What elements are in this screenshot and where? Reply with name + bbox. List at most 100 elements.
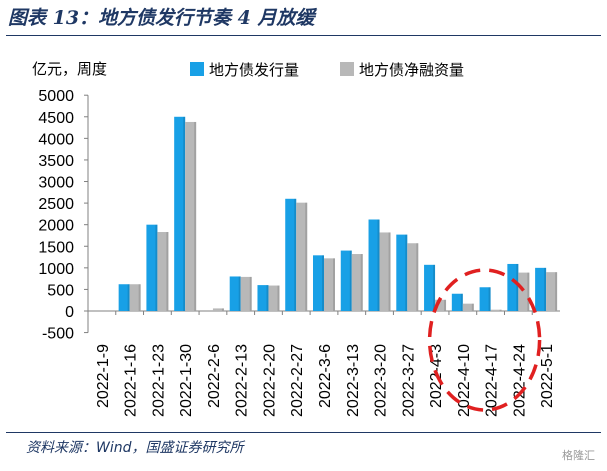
bar-net-financing-shade [194, 121, 197, 311]
bar-net-financing-shade [471, 303, 474, 311]
annotation-ellipse [427, 268, 542, 412]
x-tick-label: 2022-1-30 [178, 344, 195, 417]
x-tick-label: 2022-4-17 [484, 344, 501, 417]
bar-net-financing [518, 272, 530, 311]
y-tick-label: 2500 [38, 196, 74, 213]
bar-issuance [146, 224, 158, 311]
y-tick-label: 4500 [38, 110, 74, 127]
bar-net-financing-shade [499, 309, 502, 311]
bar-net-financing [268, 285, 280, 311]
bar-issuance [479, 287, 491, 311]
bar-net-financing-shade [305, 202, 308, 311]
x-tick-label: 2022-1-9 [95, 344, 112, 408]
bar-net-financing-shade [388, 232, 391, 311]
bar-chart: -500 0 500 1000 1500 2000 2500 3000 3500 4000 4500… [32, 60, 560, 417]
bar-issuance-shade [377, 219, 380, 311]
bar-net-financing [490, 309, 502, 311]
page-title: 图表 13：地方债发行节奏 4 月放缓 [8, 7, 315, 29]
x-tick-label: 2022-5-1 [539, 344, 556, 408]
bar-net-financing [379, 232, 391, 311]
y-tick-label: 5000 [38, 88, 74, 105]
bar-net-financing [129, 284, 141, 311]
bar-issuance-shade [460, 293, 463, 311]
bar-net-financing [351, 254, 363, 311]
x-tick-label: 2022-1-23 [150, 344, 167, 417]
x-tick-label: 2022-4-10 [456, 344, 473, 417]
bar-net-financing-shade [249, 276, 252, 311]
bar-net-financing-shade [221, 308, 224, 311]
x-tick-label: 2022-3-27 [400, 344, 417, 417]
y-unit-label: 亿元，周度 [32, 60, 107, 78]
x-tick-label: 2022-2-27 [289, 344, 306, 417]
bar-issuance [507, 263, 519, 311]
bar-issuance-shade [405, 234, 408, 311]
bar-issuance-shade [127, 284, 130, 311]
bar-net-financing-shade [360, 254, 363, 311]
bar-net-financing-shade [416, 243, 419, 311]
bar-issuance [535, 267, 547, 311]
bar-net-financing-shade [444, 299, 447, 311]
bar-net-financing-shade [555, 272, 558, 311]
bar-issuance [174, 116, 186, 311]
bar-net-financing [157, 232, 169, 311]
source-divider [6, 432, 601, 433]
bar-issuance-shade [433, 264, 436, 311]
bar-net-financing [324, 258, 335, 311]
bar-issuance-shade [155, 224, 158, 311]
bar-issuance [451, 293, 463, 311]
bar-net-financing [240, 276, 252, 311]
source-note: 资料来源：Wind，国盛证券研究所 [26, 440, 244, 456]
x-tick-label: 2022-2-6 [206, 344, 223, 408]
bar-net-financing [462, 303, 474, 311]
bar-issuance [285, 198, 297, 311]
bar-issuance-shade [238, 276, 241, 311]
bar-net-financing [435, 299, 447, 311]
bar-net-financing-shade [166, 232, 169, 311]
bar-issuance-shade [183, 116, 186, 311]
y-tick-label: 500 [47, 282, 74, 299]
bar-issuance-shade [294, 198, 297, 311]
bar-net-financing [407, 243, 419, 311]
bar-issuance [424, 264, 436, 311]
bar-issuance [396, 234, 408, 311]
watermark-logo: 格隆汇 [562, 449, 595, 462]
bar-issuance [229, 276, 241, 311]
bar-issuance [368, 219, 380, 311]
bar-net-financing [546, 272, 558, 311]
bar-net-financing-shade [138, 284, 141, 311]
legend-swatch-net-financing [340, 62, 354, 76]
bar-issuance [257, 285, 269, 311]
y-tick-label: 1500 [38, 239, 74, 256]
bar-net-financing-shade [333, 258, 335, 311]
x-tick-label: 2022-3-13 [345, 344, 362, 417]
x-tick-label: 2022-2-20 [261, 344, 278, 417]
y-tick-label: 2000 [38, 218, 74, 235]
x-tick-label: 2022-3-6 [317, 344, 334, 408]
y-tick-label: 4000 [38, 131, 74, 148]
x-tick-label: 2022-2-13 [234, 344, 251, 417]
y-tick-label: 3000 [38, 175, 74, 192]
y-tick-label: -500 [42, 326, 74, 343]
x-tick-label: 2022-4-24 [511, 344, 528, 417]
x-tick-label: 2022-3-20 [373, 344, 390, 417]
legend-swatch-issuance [190, 62, 204, 76]
bar-issuance [340, 250, 352, 311]
y-tick-label: 3500 [38, 153, 74, 170]
bar-issuance-shade [349, 250, 352, 311]
title-divider [6, 35, 601, 36]
bar-issuance-shade [544, 267, 547, 311]
y-tick-label: 1000 [38, 261, 74, 278]
legend-label-issuance: 地方债发行量 [209, 61, 299, 79]
bar-issuance-shade [322, 255, 324, 311]
bar-net-financing [185, 121, 197, 311]
bar-issuance-shade [516, 263, 519, 311]
x-tick-label: 2022-1-16 [123, 344, 140, 417]
bar-issuance [313, 255, 324, 311]
bar-net-financing-shade [277, 285, 280, 311]
bar-issuance-shade [266, 285, 269, 311]
bar-net-financing [212, 308, 224, 311]
bar-net-financing-shade [527, 272, 530, 311]
y-tick-label: 0 [65, 304, 74, 321]
legend-label-net-financing: 地方债净融资量 [359, 61, 464, 79]
bar-issuance-shade [488, 287, 491, 311]
